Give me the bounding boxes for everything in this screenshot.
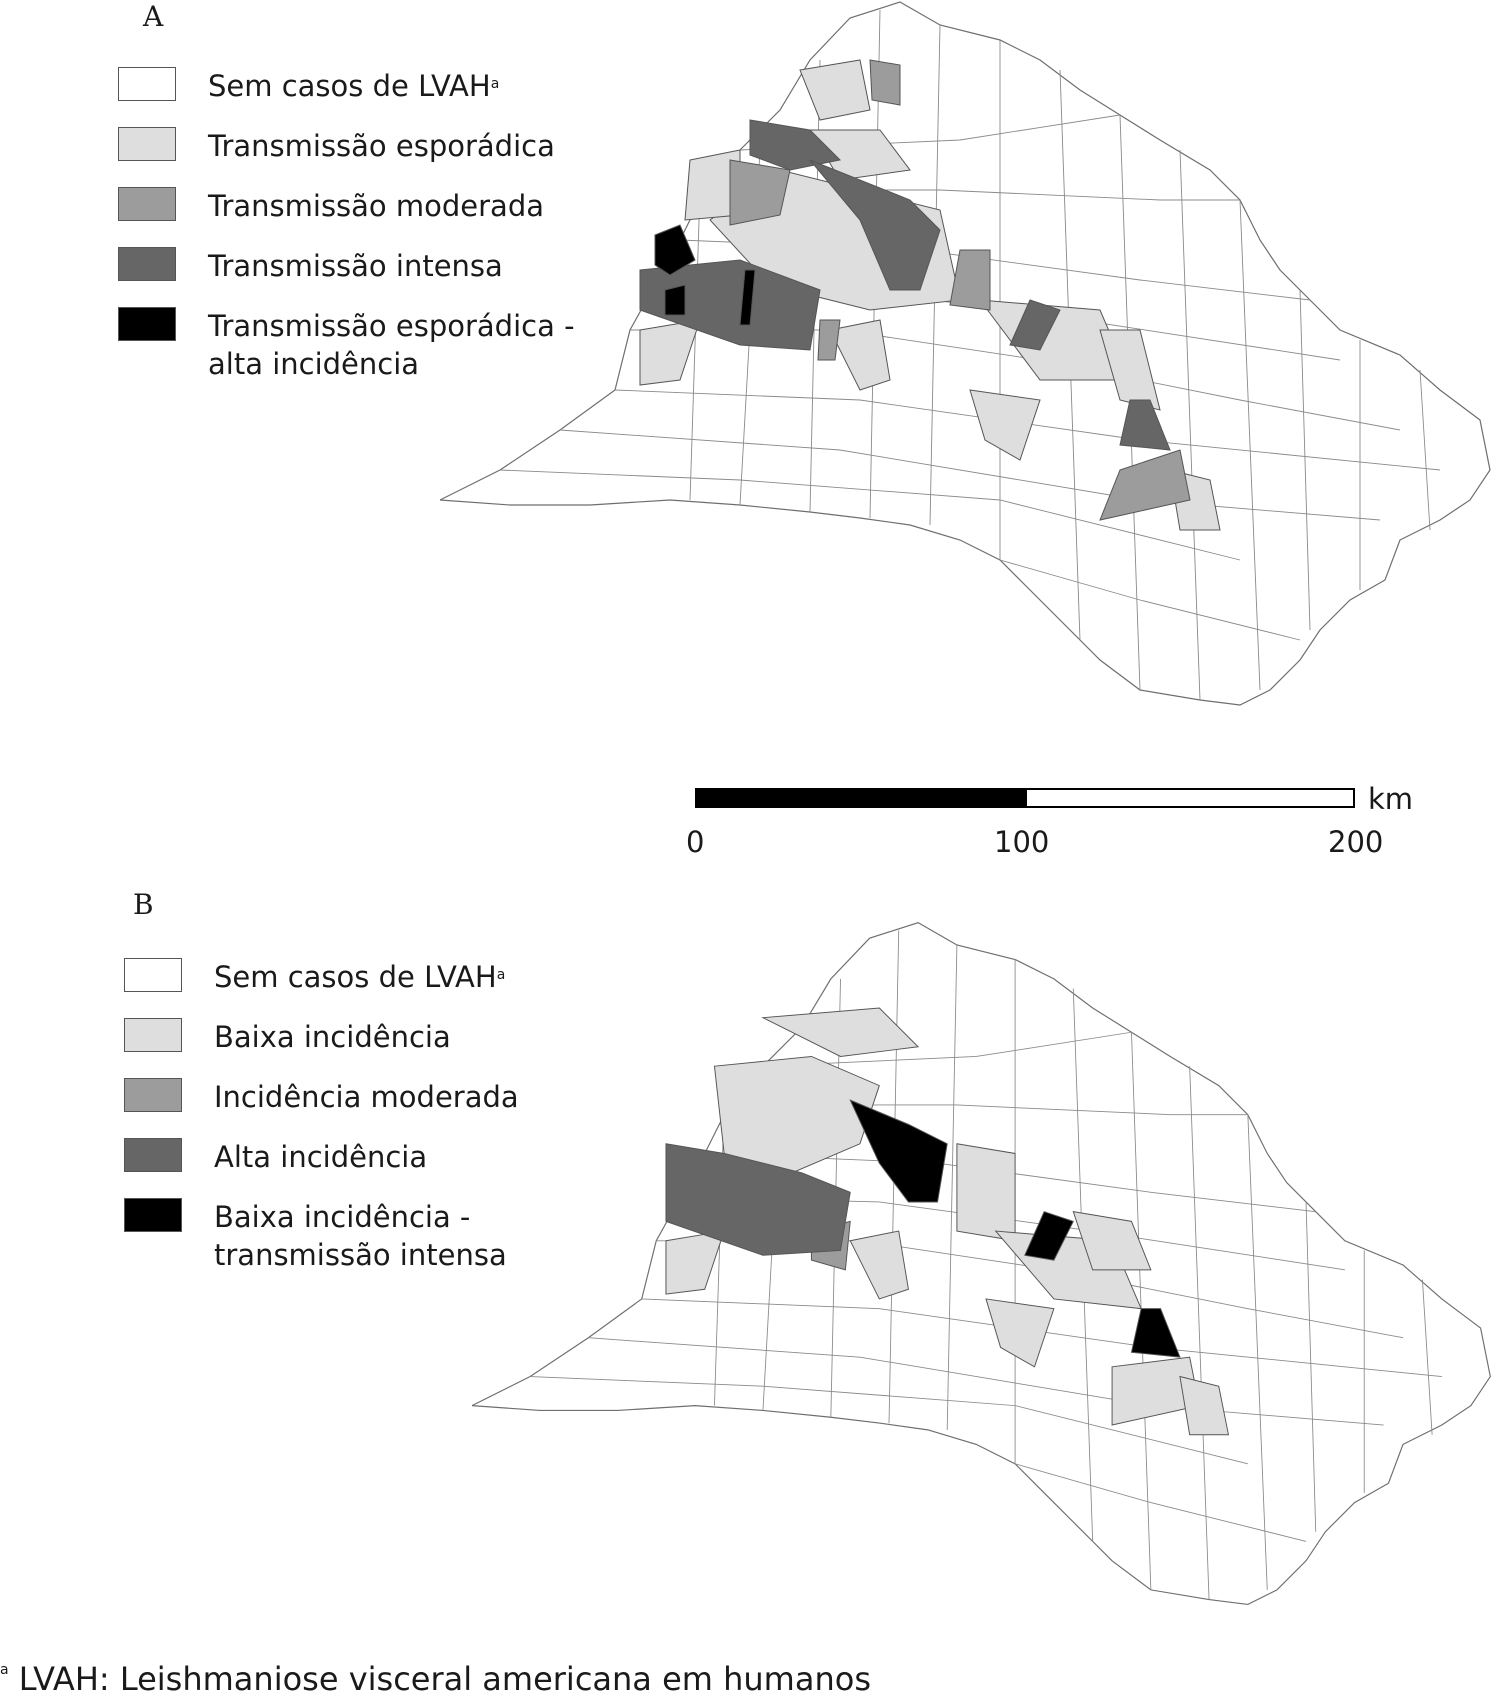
map-b — [472, 922, 1491, 1606]
area-low — [956, 1143, 1016, 1242]
map-b-shaded-areas — [665, 1007, 1230, 1436]
map-a-shaded-areas — [639, 59, 1221, 531]
area-low-intense — [849, 1099, 948, 1203]
panel-b-label: B — [133, 888, 154, 921]
scale-bar-black — [695, 788, 1025, 808]
map-a-outline — [440, 1, 1491, 706]
area-sporadic — [829, 319, 891, 391]
legend-a-swatch — [118, 127, 176, 161]
scale-tick-100: 100 — [994, 825, 1050, 859]
legend-a-label: Transmissão moderada — [208, 189, 545, 223]
legend-a-label: Transmissão intensa — [208, 249, 503, 283]
area-moderate — [869, 59, 901, 106]
area-intense — [1009, 299, 1061, 351]
area-intense — [809, 159, 941, 291]
legend-b-swatch — [124, 1078, 182, 1112]
legend-a-swatch — [118, 247, 176, 281]
scale-tick-0: 0 — [686, 825, 705, 859]
area-moderate — [817, 319, 841, 361]
legend-b-label: Alta incidência — [214, 1140, 428, 1174]
legend-b-swatch — [124, 1138, 182, 1172]
state-outline — [472, 922, 1491, 1606]
area-low-intense — [1024, 1211, 1074, 1261]
panel-a-label: A — [143, 0, 164, 33]
area-intense — [639, 259, 821, 351]
area-moderate — [1099, 449, 1191, 521]
state-outline — [440, 1, 1491, 706]
area-sporadic-high — [654, 224, 696, 276]
legend-a-swatch — [118, 67, 176, 101]
legend-a-swatch — [118, 187, 176, 221]
scale-bar-white — [1025, 788, 1355, 808]
area-moderate — [729, 159, 791, 226]
map-b-outline — [472, 922, 1491, 1606]
area-sporadic — [799, 59, 871, 121]
legend-b-label: Baixa incidência — [214, 1020, 451, 1054]
scale-tick-200: 200 — [1328, 825, 1384, 859]
area-intense — [1119, 399, 1171, 451]
footnote: a LVAH: Leishmaniose visceral americana … — [0, 1660, 871, 1698]
area-low — [1072, 1211, 1152, 1271]
map-a — [440, 1, 1491, 706]
scale-unit-label: km — [1368, 782, 1414, 816]
legend-a-label: Transmissão esporádica — [208, 129, 555, 163]
scale-bar — [695, 788, 1355, 808]
legend-b-swatch — [124, 1198, 182, 1232]
area-low-intense — [1130, 1308, 1181, 1358]
area-low — [1179, 1375, 1230, 1436]
legend-b-label: Incidência moderada — [214, 1080, 519, 1114]
area-low — [985, 1298, 1055, 1368]
area-low — [849, 1230, 909, 1300]
area-moderate — [949, 249, 991, 311]
legend-b-label: Sem casos de LVAHa — [214, 960, 506, 994]
area-high — [665, 1143, 851, 1256]
legend-a-label: Transmissão esporádica - alta incidência — [208, 309, 575, 381]
area-sporadic-high — [739, 269, 756, 326]
area-sporadic — [809, 129, 911, 181]
area-low — [761, 1007, 920, 1057]
area-sporadic — [1099, 329, 1161, 411]
legend-a-label: Sem casos de LVAHa — [208, 69, 500, 103]
area-sporadic-high — [664, 284, 686, 316]
legend-b-label: Baixa incidência - transmissão intensa — [214, 1200, 507, 1272]
legend-b-swatch — [124, 958, 182, 992]
legend-b-swatch — [124, 1018, 182, 1052]
legend-a-swatch — [118, 307, 176, 341]
area-sporadic — [969, 389, 1041, 461]
